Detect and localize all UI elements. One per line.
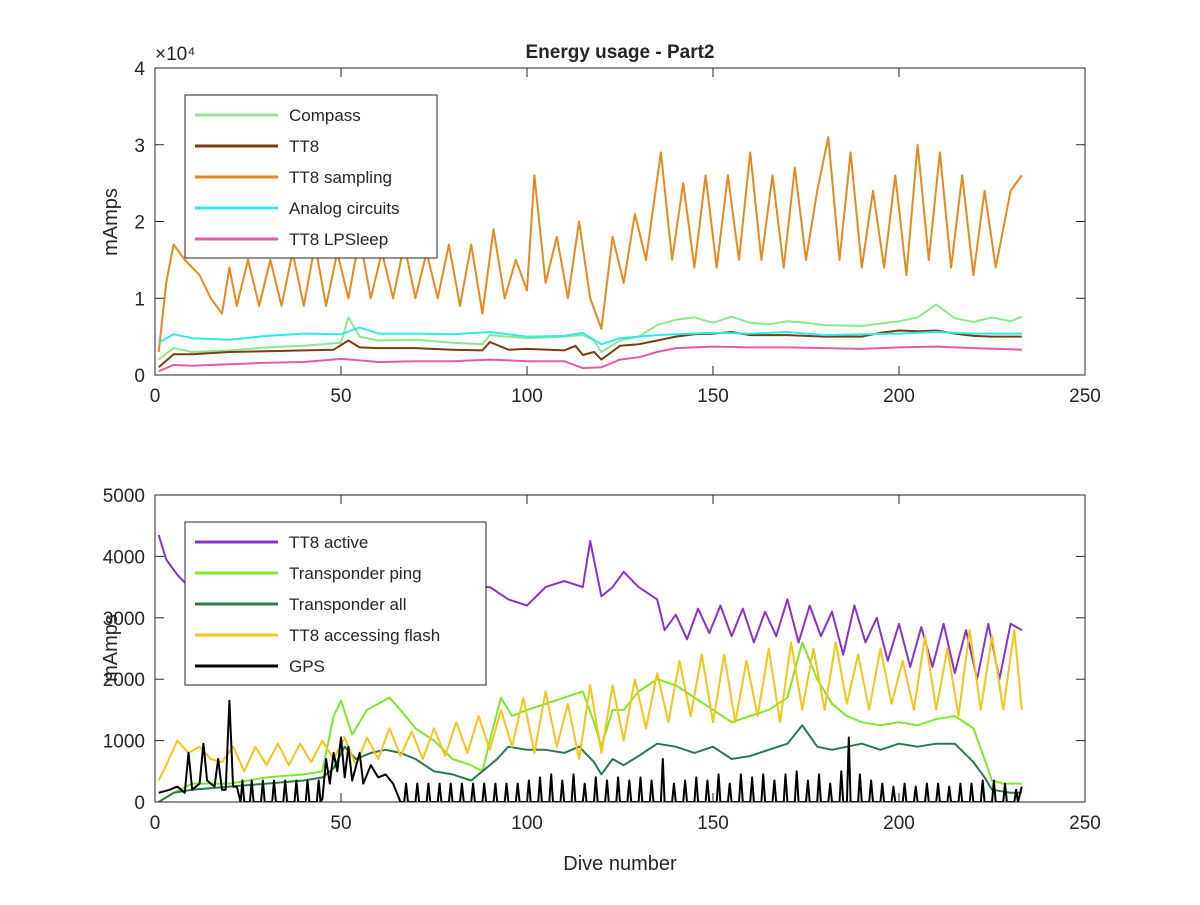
figure-title: Energy usage - Part2 — [525, 42, 714, 63]
legend: TT8 active Transponder ping Transponder al… — [184, 521, 487, 686]
x-tick-label: 100 — [511, 813, 543, 834]
x-tick-label: 150 — [697, 386, 729, 407]
y-axis-label: mAmps — [100, 188, 122, 256]
x-tick-label: 0 — [150, 813, 161, 834]
y-tick-label: 4000 — [103, 547, 145, 568]
x-tick-label: 50 — [330, 386, 351, 407]
legend-label: Transponder all — [289, 595, 407, 614]
legend-label: Analog circuits — [289, 199, 400, 218]
axes-box — [154, 494, 1086, 803]
x-tick-label: 200 — [883, 813, 915, 834]
legend-label: TT8 active — [289, 533, 368, 552]
legend-label: TT8 sampling — [289, 168, 392, 187]
series-line-analog-circuits — [158, 326, 1022, 346]
series-line-tt8-accessing-flash — [157, 629, 1023, 781]
y-tick-label: 5000 — [103, 486, 145, 507]
series-group — [157, 534, 1023, 802]
series-line-tt8-lpsleep — [158, 345, 1022, 373]
x-tick-label: 100 — [511, 386, 543, 407]
y-exponent-label: ×10⁴ — [155, 44, 195, 65]
x-tick-label: 150 — [697, 813, 729, 834]
x-tick-label: 200 — [883, 386, 915, 407]
axes-layer: 0 50 100 150 200 250 0 1 2 3 4 ×10⁴ mAmps Compass TT8 T… — [100, 44, 1101, 875]
legend-label: TT8 — [289, 137, 319, 156]
x-tick-label: 250 — [1069, 386, 1101, 407]
legend-label: TT8 LPSleep — [289, 230, 388, 249]
y-axis-label: mAmps — [100, 614, 122, 682]
legend-label: Transponder ping — [289, 564, 422, 583]
y-tick-label: 0 — [134, 366, 145, 387]
legend-label: TT8 accessing flash — [289, 626, 440, 645]
y-tick-label: 3 — [134, 136, 145, 157]
y-tick-label: 2000 — [103, 670, 145, 691]
legend: Compass TT8 TT8 sampling Analog circuits TT8… — [184, 94, 438, 259]
axes-1: 0 50 100 150 200 250 0 1 2 3 4 ×10⁴ mAmps Compass TT8 T… — [100, 44, 1101, 407]
legend-label: GPS — [289, 657, 325, 676]
y-tick-label: 1 — [134, 289, 145, 310]
x-tick-label: 250 — [1069, 813, 1101, 834]
x-tick-label: 0 — [150, 386, 161, 407]
y-tick-label: 1000 — [103, 732, 145, 753]
y-tick-label: 0 — [134, 793, 145, 814]
legend-label: Compass — [289, 106, 361, 125]
series-line-gps — [158, 699, 1023, 802]
axes-2: 0 50 100 150 200 250 0 1000 2000 3000 4000 5000 mAmp… — [100, 486, 1101, 875]
series-line-tt8 — [158, 329, 1022, 369]
y-tick-label: 4 — [134, 59, 145, 80]
x-tick-label: 50 — [330, 813, 351, 834]
y-tick-label: 3000 — [103, 609, 145, 630]
x-axis-label: Dive number — [563, 853, 677, 875]
y-tick-label: 2 — [134, 213, 145, 234]
